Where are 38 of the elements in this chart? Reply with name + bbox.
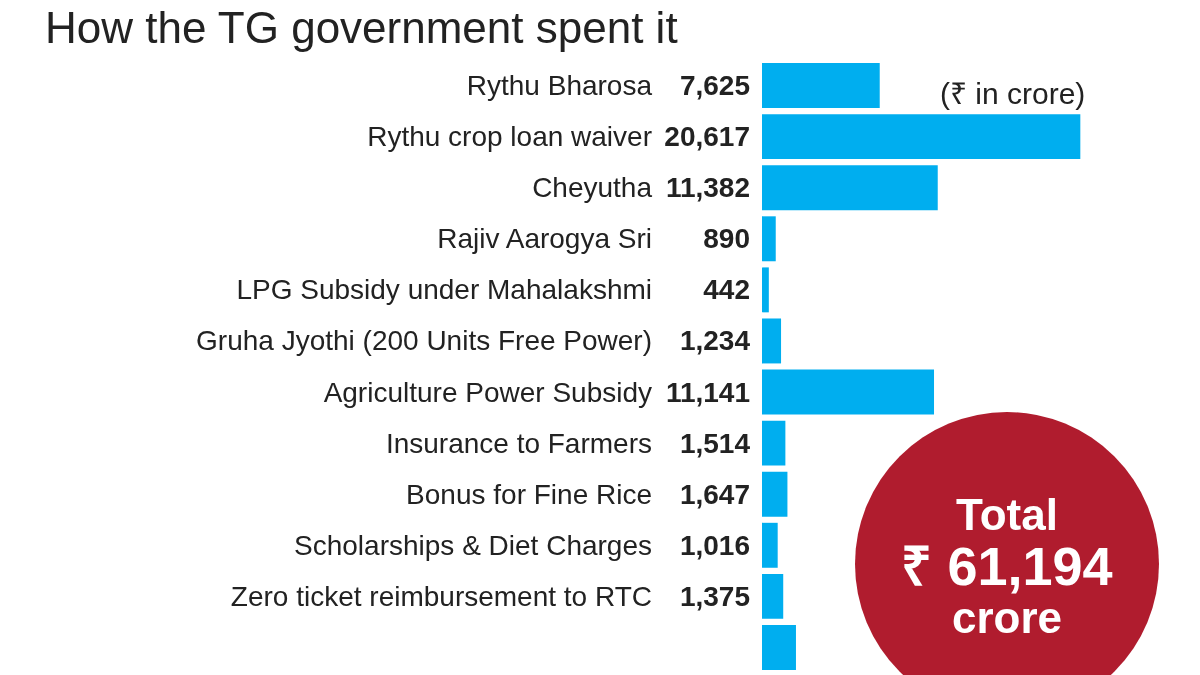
y-tick-label: Bonus for Fine Rice bbox=[406, 478, 652, 510]
data-label: 11,382 bbox=[665, 172, 750, 204]
bar bbox=[762, 369, 935, 415]
y-tick-label: Cheyutha bbox=[532, 172, 653, 204]
y-tick-label: Rythu crop loan waiver bbox=[367, 121, 652, 153]
data-label: 20,617 bbox=[664, 121, 750, 153]
data-label: 1,514 bbox=[679, 427, 751, 459]
y-tick-label: Insurance to Farmers bbox=[385, 427, 652, 459]
bar bbox=[762, 63, 880, 109]
bar bbox=[762, 522, 778, 568]
y-tick-label: LPG Subsidy under Mahalakshmi bbox=[236, 274, 652, 306]
bar bbox=[762, 318, 782, 364]
bar bbox=[762, 471, 788, 517]
bar bbox=[762, 114, 1081, 160]
y-tick-label: Rajiv Aarogya Sri bbox=[437, 223, 652, 255]
bar bbox=[762, 624, 796, 670]
text: How the TG government spent it bbox=[45, 2, 678, 52]
y-tick-label: Gruha Jyothi (200 Units Free Power) bbox=[196, 325, 652, 357]
bar bbox=[762, 267, 769, 313]
annotation: ₹ 61,194 bbox=[900, 536, 1114, 597]
data-label: 1,647 bbox=[679, 478, 750, 510]
data-label: 1,234 bbox=[679, 325, 751, 357]
annotation: Total bbox=[955, 490, 1059, 539]
bar bbox=[762, 216, 776, 262]
annotation: (₹ in crore) bbox=[940, 76, 1086, 112]
data-label: 442 bbox=[703, 274, 750, 306]
data-label: 1,016 bbox=[679, 529, 750, 561]
data-label: 7,625 bbox=[679, 70, 750, 102]
bar bbox=[762, 165, 938, 211]
y-tick-label: Agriculture Power Subsidy bbox=[323, 376, 652, 408]
data-label: 1,375 bbox=[679, 580, 750, 612]
data-label: 11,141 bbox=[665, 376, 750, 408]
y-tick-label: Scholarships & Diet Charges bbox=[294, 529, 652, 561]
bar bbox=[762, 573, 784, 619]
data-label: 890 bbox=[703, 223, 750, 255]
y-tick-label: Rythu Bharosa bbox=[466, 70, 653, 102]
bar bbox=[762, 420, 786, 466]
y-tick-label: Zero ticket reimbursement to RTC bbox=[230, 580, 652, 612]
